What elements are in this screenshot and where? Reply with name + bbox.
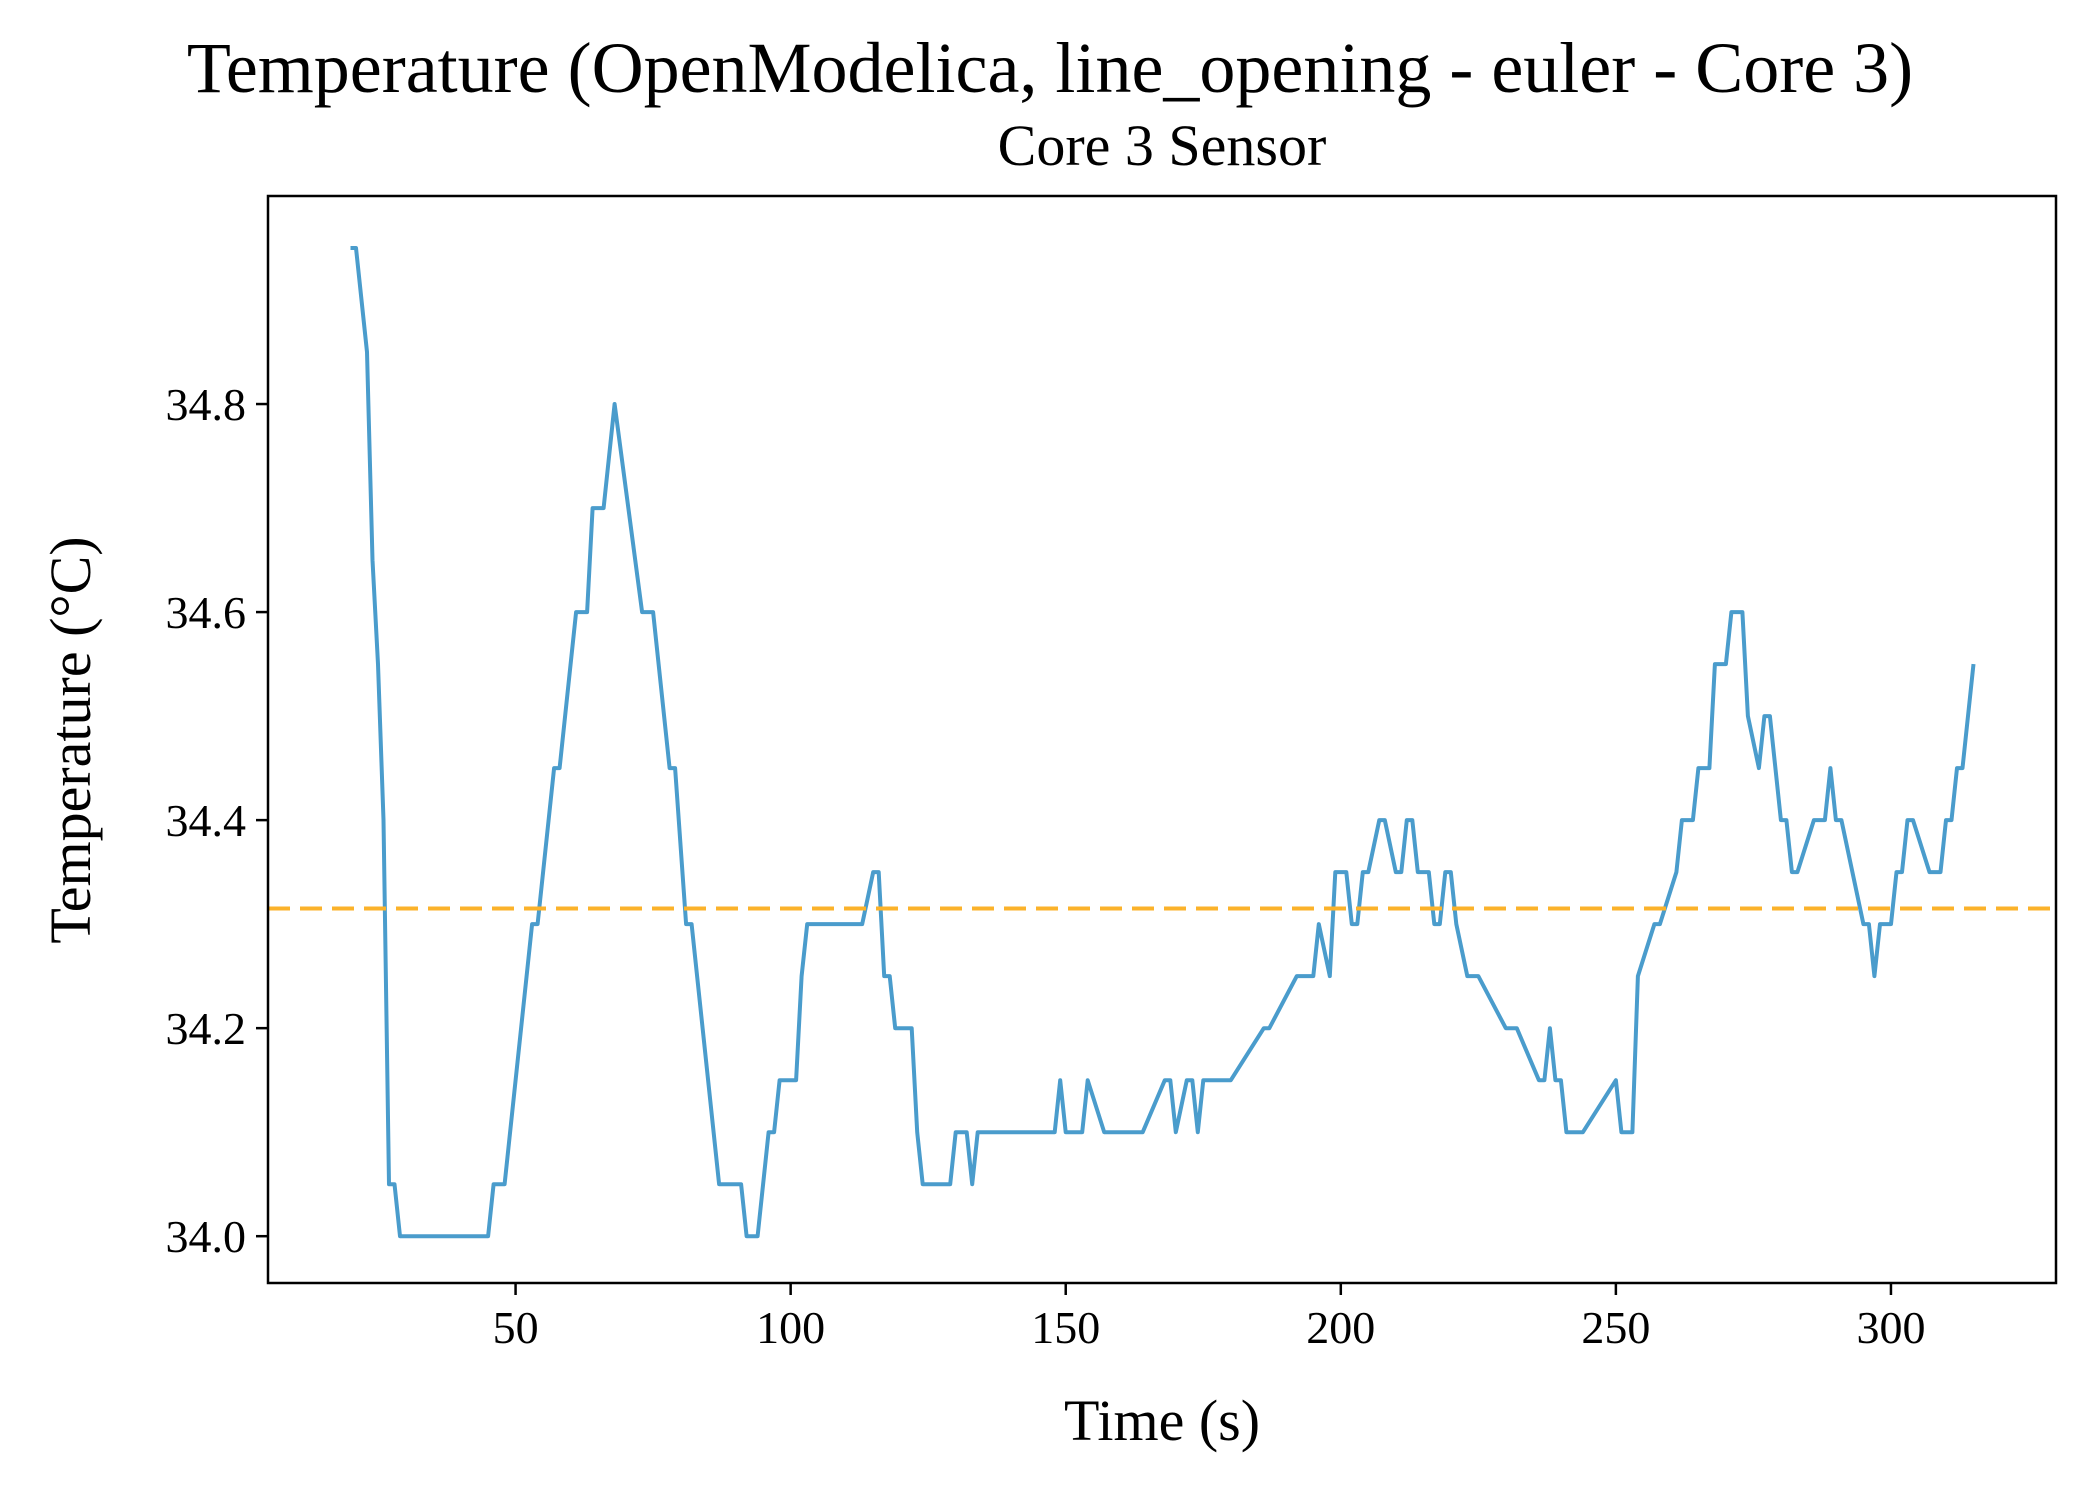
x-tick-label: 150: [1031, 1302, 1100, 1353]
y-axis-label: Temperature (°C): [38, 536, 103, 943]
x-tick-label: 250: [1581, 1302, 1650, 1353]
x-tick-label: 300: [1856, 1302, 1925, 1353]
y-axis: 34.0 34.2 34.4 34.6 34.8: [166, 379, 268, 1262]
plot-frame: [266, 194, 2058, 1285]
x-tick-label: 100: [756, 1302, 825, 1353]
series-layer: [268, 246, 2056, 1239]
y-tick-label: 34.4: [166, 795, 247, 846]
temperature-series-line: [350, 246, 1976, 1239]
chart-title: Temperature (OpenModelica, line_opening …: [187, 28, 1913, 108]
y-tick-label: 34.8: [166, 379, 247, 430]
chart-subtitle: Core 3 Sensor: [998, 113, 1327, 178]
x-tick-label: 50: [493, 1302, 539, 1353]
y-tick-label: 34.0: [166, 1211, 247, 1262]
y-tick-label: 34.2: [166, 1003, 247, 1054]
x-axis-label: Time (s): [1064, 1388, 1260, 1453]
x-tick-label: 200: [1306, 1302, 1375, 1353]
x-axis: 50 100 150 200 250 300: [493, 1283, 1925, 1353]
y-tick-label: 34.6: [166, 587, 247, 638]
